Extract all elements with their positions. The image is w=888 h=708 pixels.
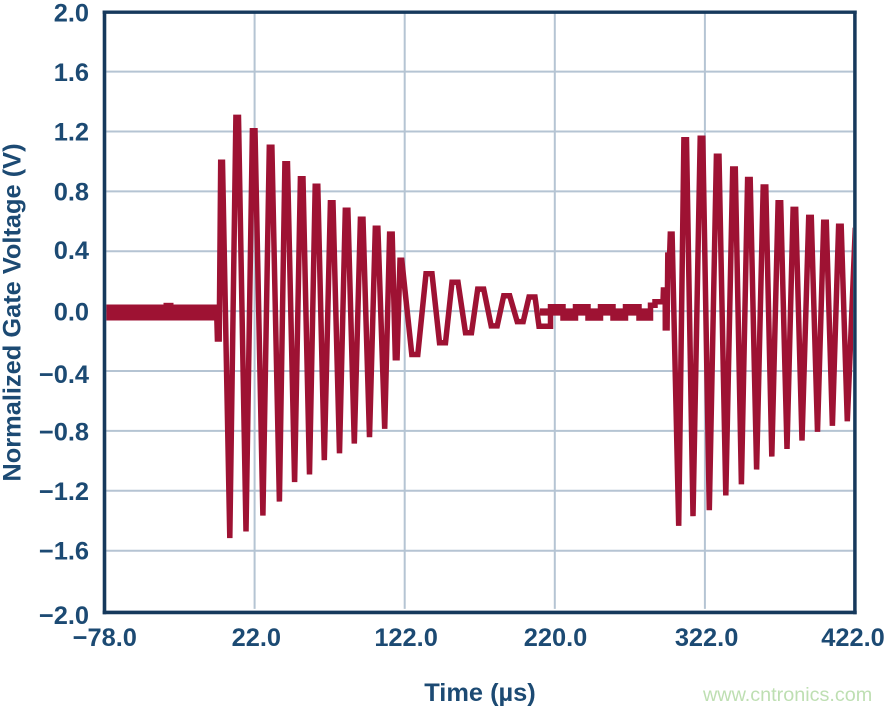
- svg-text:−78.0: −78.0: [73, 624, 137, 652]
- svg-text:0.4: 0.4: [54, 237, 89, 265]
- svg-text:2.0: 2.0: [54, 0, 89, 28]
- svg-text:22.0: 22.0: [232, 624, 281, 652]
- svg-text:−2.0: −2.0: [39, 602, 89, 630]
- svg-text:0.0: 0.0: [54, 298, 89, 326]
- svg-text:1.2: 1.2: [54, 119, 89, 147]
- svg-text:0.8: 0.8: [54, 179, 89, 207]
- svg-text:−0.8: −0.8: [39, 419, 89, 447]
- svg-text:422.0: 422.0: [821, 624, 885, 652]
- svg-text:Time (µs): Time (µs): [424, 679, 536, 707]
- svg-text:−0.4: −0.4: [39, 361, 89, 389]
- svg-text:1.6: 1.6: [54, 59, 89, 87]
- svg-text:−1.6: −1.6: [39, 537, 89, 565]
- svg-text:122.0: 122.0: [374, 624, 438, 652]
- svg-text:220.0: 220.0: [524, 624, 588, 652]
- svg-text:Normalized Gate Voltage (V): Normalized Gate Voltage (V): [0, 143, 27, 481]
- svg-text:www.cntronics.com: www.cntronics.com: [702, 684, 872, 706]
- svg-text:322.0: 322.0: [675, 624, 739, 652]
- svg-text:−1.2: −1.2: [39, 478, 89, 506]
